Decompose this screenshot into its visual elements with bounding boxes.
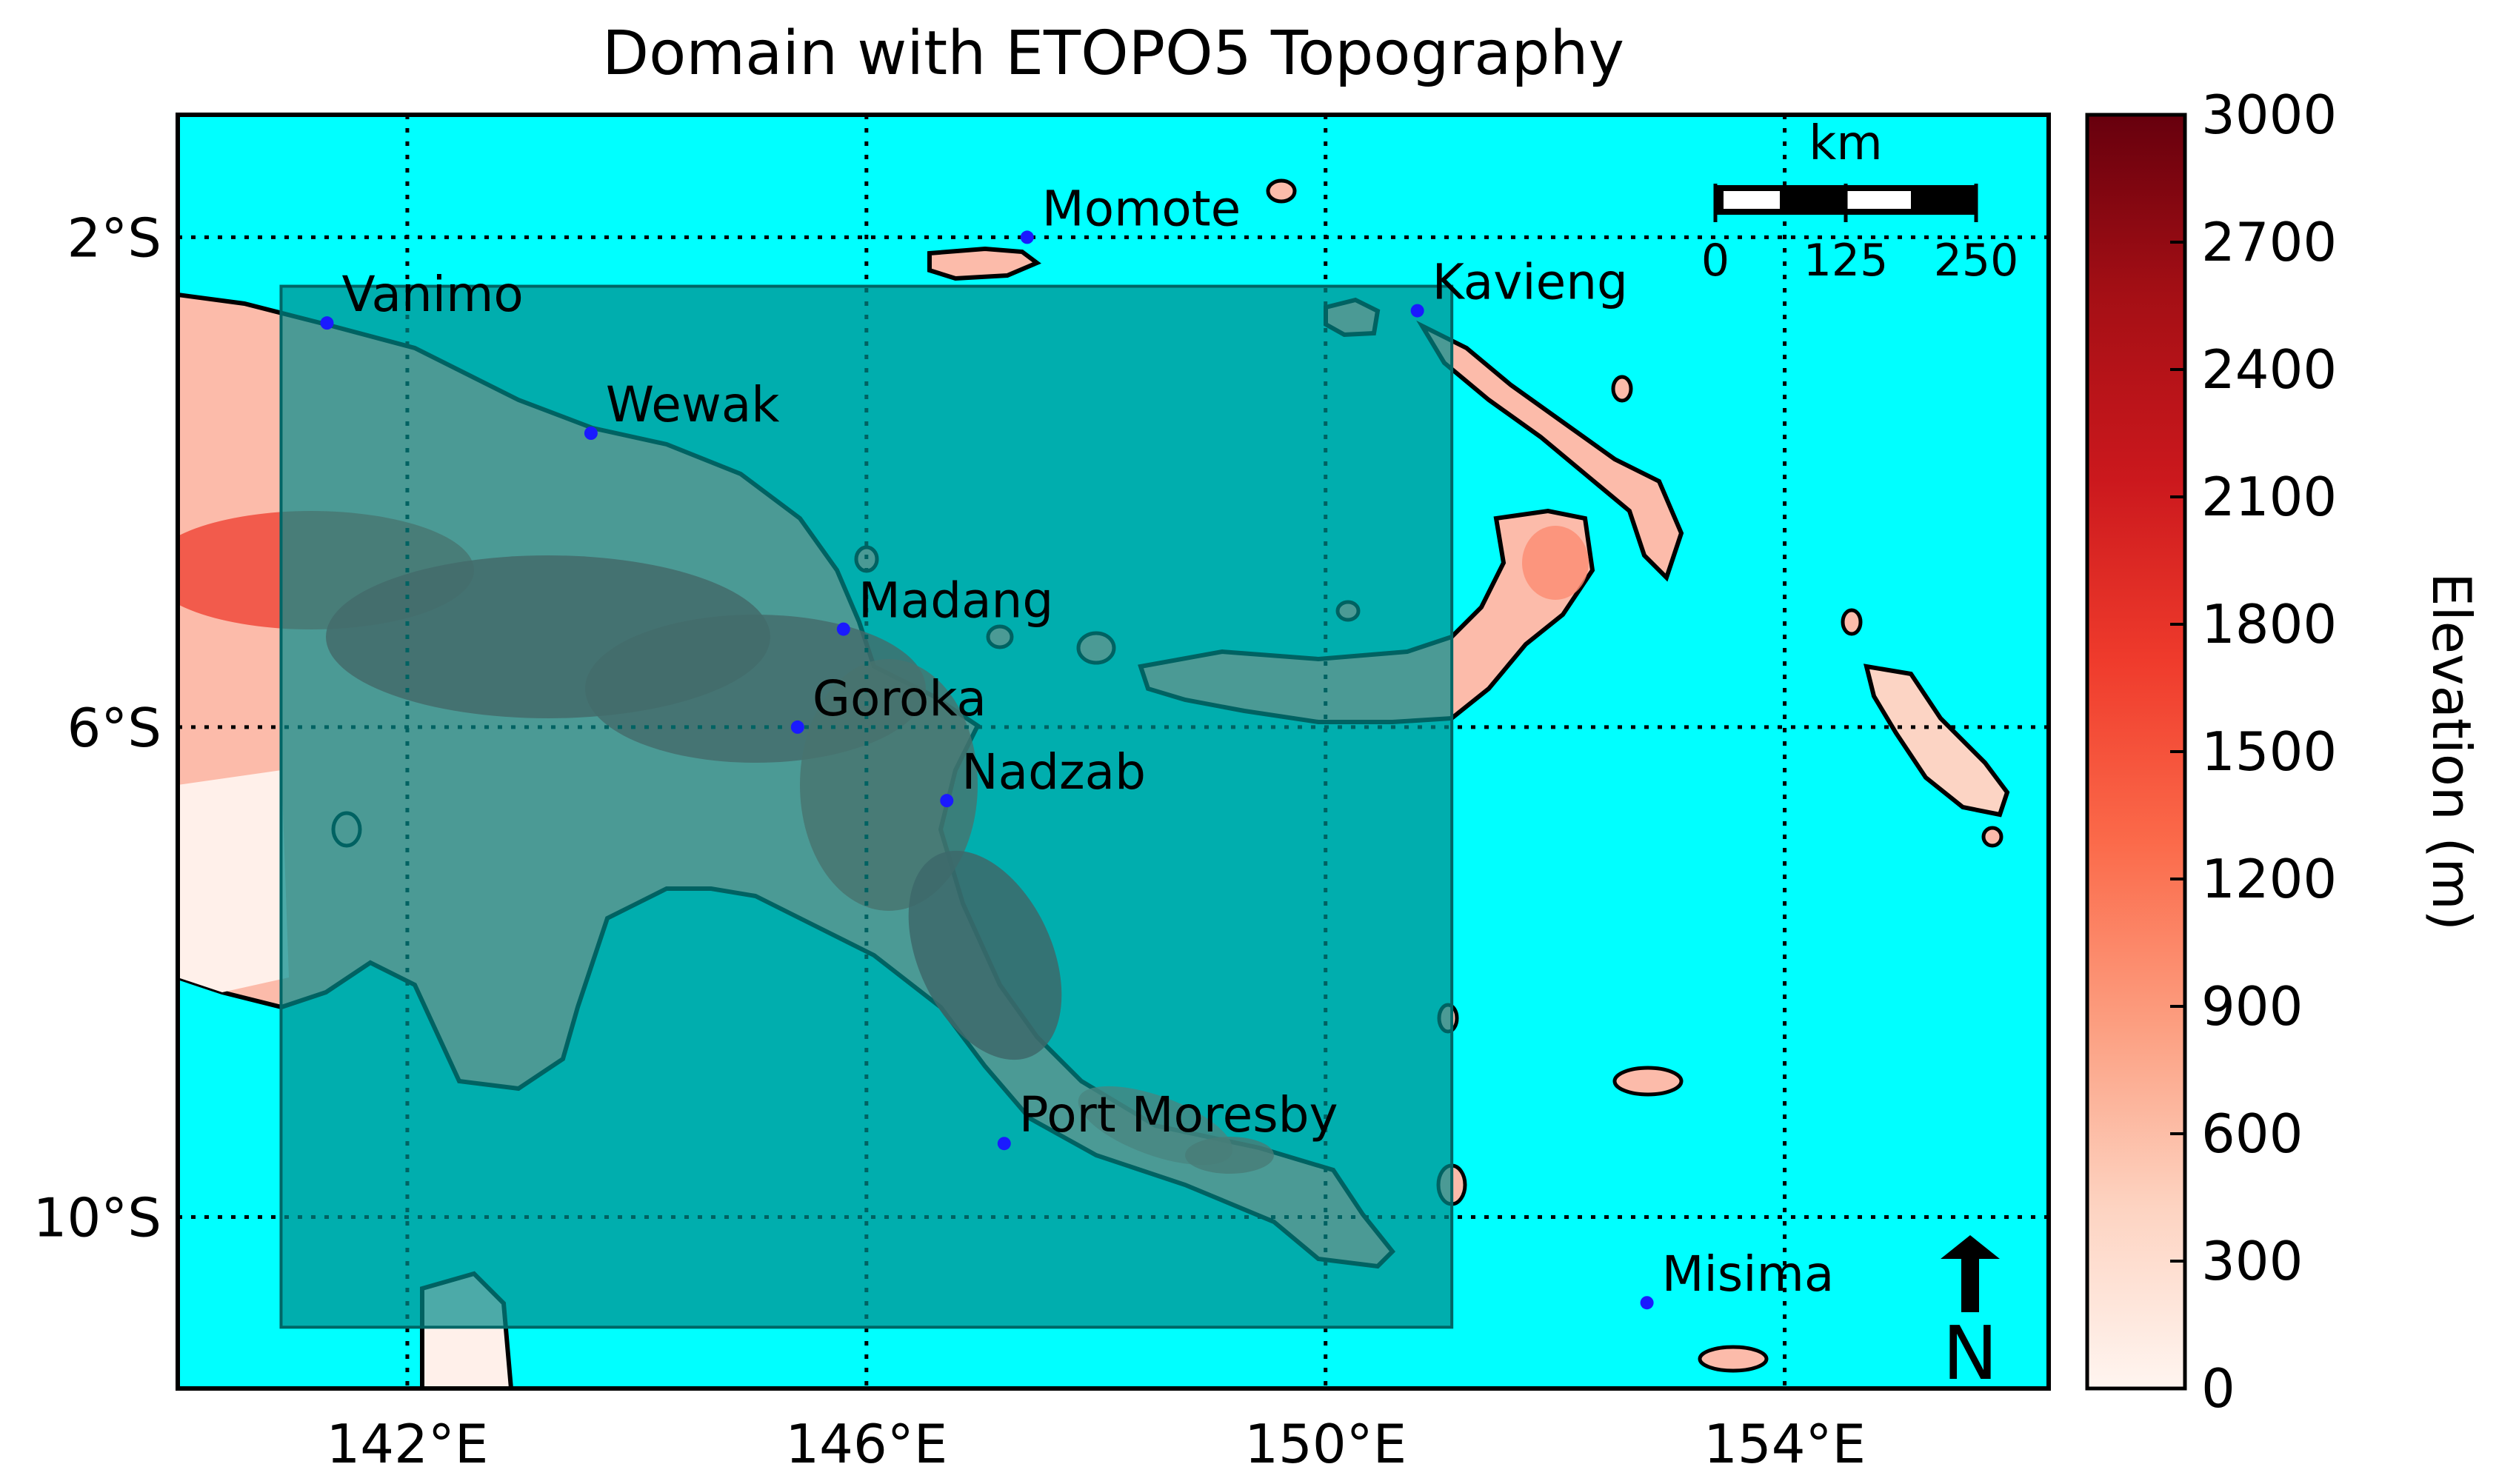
colorbar-tick-label: 900 <box>2201 975 2303 1037</box>
station-label: Momote <box>1042 180 1241 237</box>
station-label: Nadzab <box>961 743 1146 801</box>
station-marker <box>940 794 954 808</box>
lon-tick-label: 146°E <box>785 1413 947 1475</box>
station-label: Misima <box>1662 1246 1835 1303</box>
scale-bar-label-250: 250 <box>1934 235 2019 287</box>
scale-bar-label-125: 125 <box>1804 235 1889 287</box>
station-marker <box>997 1137 1011 1151</box>
lon-tick-label: 142°E <box>326 1413 488 1475</box>
west-papua-lowland <box>178 770 289 992</box>
colorbar-tick-label: 1200 <box>2201 848 2337 910</box>
colorbar-tick-label: 2400 <box>2201 338 2337 401</box>
stations: Vanimo Wewak Madang Goroka Nadzab Momote Kavie… <box>320 180 1835 1310</box>
station-marker <box>1020 230 1034 244</box>
colorbar-tick-label: 3000 <box>2201 84 2337 146</box>
colorbar-scale <box>2085 113 2187 1391</box>
axis-tick-labels: 142°E 146°E 150°E 154°E 2°S 6°S 10°S <box>33 207 1866 1475</box>
station-marker <box>584 427 598 440</box>
north-arrow-label: N <box>1943 1310 1998 1397</box>
colorbar-ticks: 0 300 600 900 1200 1500 1800 2100 2400 2700 3000 <box>2170 84 2337 1420</box>
map-border <box>176 113 2051 1391</box>
station-marker <box>1640 1296 1654 1310</box>
map-title: Domain with ETOPO5 Topography <box>602 19 1624 89</box>
scale-bar-unit: km <box>1809 116 1882 171</box>
station-label: Vanimo <box>341 266 523 323</box>
analysis-domain-box <box>279 284 1454 1329</box>
station-label: Goroka <box>813 670 987 727</box>
colorbar-tick-label: 300 <box>2201 1230 2303 1292</box>
bougainville <box>1863 664 2010 818</box>
station-label: Kavieng <box>1432 254 1628 311</box>
colorbar-tick-label: 2100 <box>2201 466 2337 528</box>
lon-tick-label: 150°E <box>1244 1413 1407 1475</box>
lon-tick-label: 154°E <box>1704 1413 1866 1475</box>
manus-island <box>927 246 1041 281</box>
colorbar-tick-label: 600 <box>2201 1103 2303 1165</box>
colorbar-tick-label: 1500 <box>2201 721 2337 783</box>
station-label: Wewak <box>606 376 780 433</box>
lat-tick-label: 6°S <box>67 697 161 759</box>
station-marker <box>320 316 334 330</box>
new-britain-ridge <box>1522 526 1589 600</box>
colorbar-label: Elevation (m) <box>2420 572 2483 931</box>
station-label: Madang <box>858 572 1053 629</box>
north-arrow-icon: N <box>1941 1235 2000 1397</box>
station-marker <box>790 720 804 734</box>
station-marker <box>1410 304 1424 318</box>
scale-bar: km 0 125 250 <box>1701 116 2018 287</box>
lat-tick-label: 2°S <box>67 207 161 269</box>
colorbar-tick-label: 2700 <box>2201 211 2337 273</box>
new-ireland <box>1416 320 1684 582</box>
station-marker <box>836 622 850 636</box>
station-label: Port Moresby <box>1019 1086 1338 1143</box>
map-frame: km 0 125 250 N Vanimo Wewak Madang Goroka Na… <box>178 115 2049 1397</box>
lat-tick-label: 10°S <box>33 1186 161 1249</box>
scale-bar-label-0: 0 <box>1701 235 1729 287</box>
colorbar-tick-label: 1800 <box>2201 593 2337 655</box>
colorbar: 0 300 600 900 1200 1500 1800 2100 2400 2700 3000 E… <box>2085 84 2483 1420</box>
colorbar-tick-label: 0 <box>2201 1357 2235 1420</box>
